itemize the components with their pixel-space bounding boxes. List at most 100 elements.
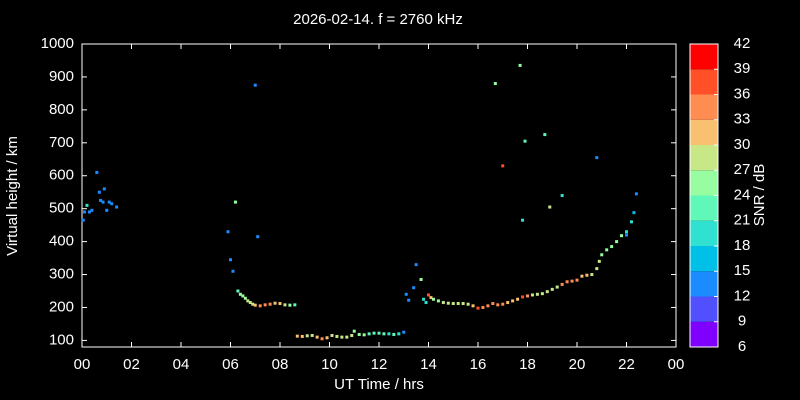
point: [625, 233, 628, 237]
colorbar-swatch: [690, 119, 718, 145]
point: [491, 302, 495, 306]
colorbar-tick-label: 9: [738, 313, 746, 330]
point: [87, 210, 91, 214]
point: [516, 297, 520, 301]
point: [263, 303, 267, 307]
x-tick-label: 18: [519, 356, 536, 373]
colorbar-swatch: [690, 220, 718, 246]
point: [501, 302, 505, 306]
y-tick-label: 700: [49, 134, 74, 151]
point: [634, 192, 638, 196]
point: [471, 304, 475, 308]
point: [511, 299, 515, 303]
colorbar-swatch: [690, 246, 718, 272]
colorbar-tick-label: 6: [738, 338, 746, 355]
x-tick-label: 00: [74, 356, 91, 373]
x-tick-label: 02: [123, 356, 140, 373]
colorbar-swatch: [690, 44, 718, 70]
colorbar-swatch: [690, 94, 718, 120]
x-tick-label: 16: [470, 356, 487, 373]
point: [253, 303, 257, 307]
point: [422, 297, 426, 301]
point: [256, 235, 260, 239]
point: [441, 301, 445, 305]
point: [115, 205, 119, 209]
point: [243, 296, 247, 300]
colorbar-swatch: [690, 296, 718, 322]
point: [226, 230, 230, 234]
colorbar-tick-label: 18: [734, 237, 751, 254]
point: [414, 263, 418, 267]
point: [580, 274, 584, 278]
x-tick-label: 12: [371, 356, 388, 373]
colorbar-swatch: [690, 170, 718, 196]
colorbar-swatch: [690, 271, 718, 297]
point: [110, 202, 114, 206]
point: [595, 156, 599, 160]
point: [575, 278, 579, 282]
point: [258, 304, 262, 308]
colorbar-swatch: [690, 69, 718, 95]
colorbar-tick-label: 39: [734, 60, 751, 77]
point: [565, 280, 569, 284]
point: [231, 269, 235, 273]
point: [610, 245, 614, 249]
point: [466, 302, 470, 306]
point: [350, 333, 354, 337]
point: [427, 293, 430, 297]
x-axis-label: UT Time / hrs: [334, 376, 424, 393]
point: [362, 333, 366, 337]
point: [273, 301, 277, 305]
point: [229, 258, 232, 262]
point: [367, 332, 371, 336]
point: [548, 205, 552, 209]
point: [293, 303, 297, 307]
point: [424, 301, 428, 305]
colorbar-label: SNR / dB: [751, 164, 768, 227]
point: [518, 63, 522, 67]
point: [493, 82, 497, 86]
point: [620, 234, 624, 238]
x-tick-label: 14: [420, 356, 437, 373]
colorbar-swatch: [690, 145, 718, 171]
point: [305, 334, 309, 338]
colorbar-swatch: [690, 195, 718, 221]
y-tick-label: 500: [49, 200, 74, 217]
colorbar-tick-label: 33: [734, 111, 751, 128]
colorbar-tick-label: 36: [734, 85, 751, 102]
point: [535, 292, 539, 296]
point: [392, 332, 396, 336]
point: [585, 273, 589, 277]
point: [335, 334, 339, 338]
plot-frame: [81, 43, 677, 348]
point: [407, 298, 411, 302]
point: [590, 273, 594, 277]
point: [233, 200, 237, 204]
point: [530, 293, 534, 297]
point: [429, 296, 433, 300]
colorbar-tick-label: 30: [734, 136, 751, 153]
x-tick-label: 20: [569, 356, 586, 373]
point: [404, 292, 408, 296]
point: [543, 133, 547, 137]
x-tick-label: 00: [668, 356, 685, 373]
x-tick-label: 06: [222, 356, 239, 373]
colorbar-tick-label: 12: [734, 287, 751, 304]
point: [268, 302, 272, 306]
point: [238, 292, 242, 296]
point: [625, 230, 628, 234]
point: [295, 334, 299, 338]
point: [555, 285, 559, 289]
y-tick-label: 300: [49, 266, 74, 283]
point: [615, 240, 619, 244]
point: [300, 334, 304, 338]
point: [521, 295, 525, 299]
point: [560, 282, 564, 286]
point: [283, 303, 287, 307]
point: [288, 303, 292, 307]
point: [632, 211, 636, 215]
point: [501, 164, 505, 168]
point: [278, 302, 282, 306]
point: [397, 332, 401, 336]
point: [540, 292, 544, 296]
